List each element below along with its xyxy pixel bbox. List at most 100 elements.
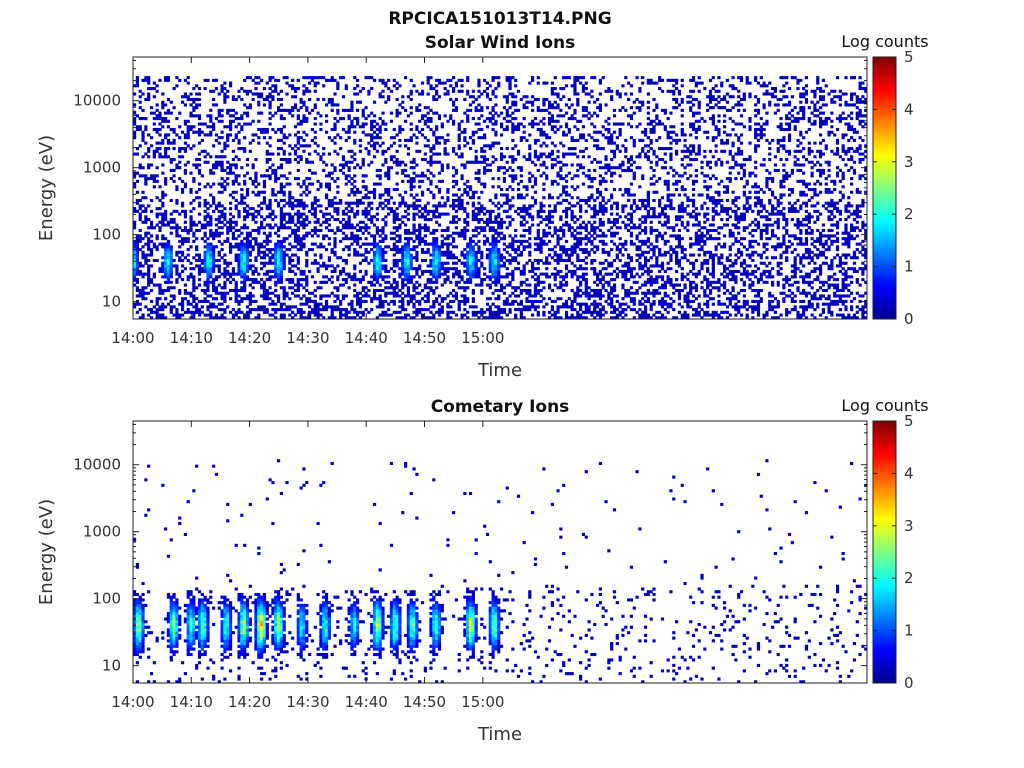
heat-cell [308, 160, 312, 164]
heat-cell [203, 258, 207, 263]
heat-cell [305, 89, 309, 93]
heat-cell [214, 78, 219, 82]
heat-cell [415, 291, 419, 295]
heat-cell [435, 275, 439, 279]
heat-cell [169, 198, 173, 202]
heat-cell [542, 108, 546, 112]
heat-cell [333, 122, 337, 126]
heat-cell [370, 144, 374, 148]
heat-cell [302, 84, 306, 88]
heat-cell [446, 196, 450, 200]
heat-cell [333, 299, 337, 303]
heat-cell [237, 299, 241, 303]
heat-cell [519, 239, 523, 243]
heat-cell [556, 149, 560, 153]
heat-cell [192, 163, 196, 167]
heat-cell [209, 302, 213, 306]
heat-cell [468, 278, 473, 282]
heat-cell [149, 111, 154, 115]
heat-cell [423, 239, 427, 243]
heat-cell [248, 239, 252, 243]
heat-cell [296, 267, 300, 271]
heat-cell [533, 258, 538, 263]
heat-cell [234, 166, 238, 170]
heat-cell [432, 261, 436, 265]
heat-cell [437, 272, 442, 276]
heat-cell [454, 220, 458, 224]
heat-cell [432, 209, 436, 213]
heat-cell [228, 166, 233, 170]
heat-cell [141, 209, 145, 213]
heat-cell [152, 272, 156, 276]
heat-cell [508, 280, 512, 284]
heat-cell [330, 100, 334, 104]
heat-cell [276, 250, 281, 254]
heat-cell [401, 286, 405, 290]
heat-cell [164, 155, 168, 159]
heat-cell [260, 215, 264, 219]
heat-cell [437, 188, 442, 192]
heat-cell [260, 278, 264, 282]
heat-cell [316, 267, 320, 271]
heat-cell [564, 111, 569, 115]
heat-cell [420, 193, 425, 197]
heat-cell [141, 108, 145, 112]
heat-cell [291, 114, 295, 118]
heat-cell [564, 258, 569, 263]
heat-cell [220, 231, 224, 235]
heat-cell [279, 245, 283, 249]
heat-cell [206, 78, 210, 82]
heat-cell [206, 201, 210, 205]
heat-cell [147, 239, 151, 243]
heat-cell [519, 234, 523, 238]
heat-cell [203, 245, 207, 249]
heat-cell [443, 250, 447, 254]
heat-cell [138, 302, 142, 306]
heat-cell [550, 81, 554, 85]
heat-cell [347, 160, 351, 164]
heat-cell [158, 242, 162, 246]
heat-cell [573, 215, 577, 219]
heat-cell [308, 231, 312, 235]
heat-cell [347, 245, 351, 249]
heat-cell [364, 185, 368, 189]
heat-cell [440, 310, 444, 314]
heat-cell [485, 144, 490, 148]
heat-cell [491, 316, 495, 320]
heat-cell [308, 305, 312, 309]
heat-cell [358, 201, 363, 205]
heat-cell [477, 269, 481, 273]
heat-cell [183, 291, 187, 295]
heat-cell [485, 168, 490, 172]
heat-cell [466, 267, 470, 271]
heat-cell [562, 302, 566, 306]
heat-cell [533, 299, 538, 303]
heat-cell [220, 212, 224, 216]
heat-cell [251, 119, 255, 123]
heat-cell [339, 299, 343, 303]
heat-cell [452, 103, 456, 107]
heat-cell [262, 245, 267, 249]
heat-cell [392, 160, 396, 164]
heat-cell [324, 182, 329, 186]
heat-cell [446, 190, 450, 194]
heat-cell [404, 242, 408, 246]
heat-cell [401, 302, 405, 306]
heat-cell [364, 212, 368, 216]
heat-cell [296, 286, 300, 290]
heat-cell [395, 108, 399, 112]
heat-cell [260, 130, 264, 134]
heat-cell [339, 272, 343, 276]
heat-cell [308, 313, 312, 317]
heat-cell [319, 228, 323, 233]
heat-cell [316, 218, 320, 222]
heat-cell [144, 258, 148, 263]
heat-cell [223, 275, 227, 279]
heat-cell [547, 253, 552, 257]
heat-cell [406, 95, 411, 99]
heat-cell [531, 100, 535, 104]
heat-cell [556, 272, 560, 276]
heat-cell [533, 288, 538, 293]
heat-cell [341, 209, 346, 213]
heat-cell [494, 119, 498, 123]
